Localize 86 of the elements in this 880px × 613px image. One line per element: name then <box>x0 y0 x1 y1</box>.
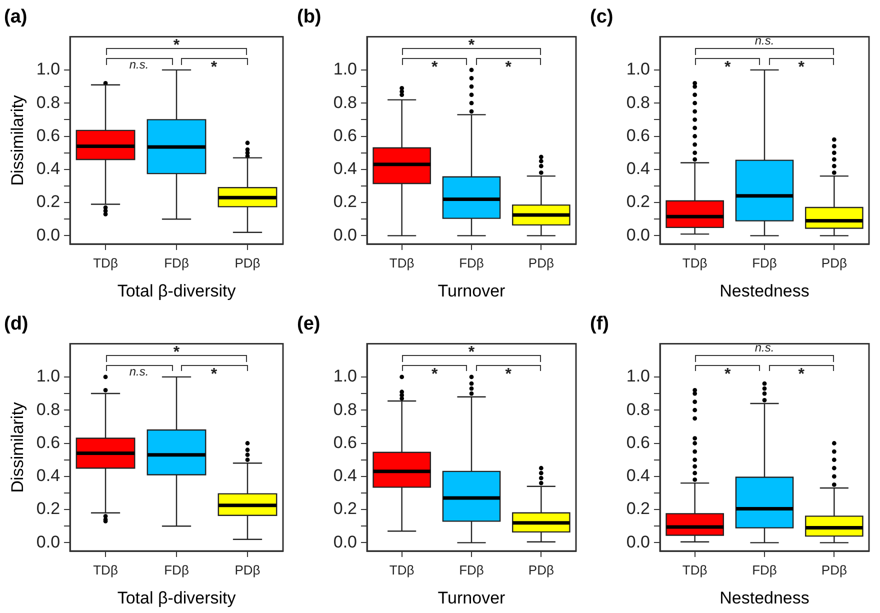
annotation: n.s. <box>129 58 149 72</box>
y-tick-label: 1.0 <box>626 60 650 79</box>
x-tick-label: FDβ <box>459 562 484 577</box>
y-tick-label: 0.8 <box>626 92 650 112</box>
chart-title: (c) <box>590 6 614 28</box>
y-tick-label: 0.2 <box>626 192 650 212</box>
y-tick-label: 0.8 <box>36 399 60 418</box>
annotation: * <box>173 343 180 360</box>
y-tick-label: 0.0 <box>626 225 650 244</box>
x-tick-label: FDβ <box>752 255 777 270</box>
y-tick-label: 1.0 <box>626 366 650 386</box>
x-axis-title: Total β-diversity <box>117 588 236 607</box>
y-axis-title: Dissimilarity <box>8 401 27 492</box>
annotation: n.s. <box>129 364 149 378</box>
annotation: * <box>724 58 732 76</box>
annotation: * <box>210 58 218 76</box>
x-axis-title: Total β-diversity <box>117 281 236 300</box>
x-axis-title: Nestedness <box>720 281 810 300</box>
chart-title: (e) <box>297 313 320 334</box>
y-tick-label: 0.2 <box>333 192 357 212</box>
x-tick-label: FDβ <box>164 255 189 270</box>
annotation: * <box>505 365 512 382</box>
y-tick-label: 1.0 <box>36 366 60 386</box>
y-tick-label: 0.6 <box>626 126 650 145</box>
annotation: n.s. <box>754 34 774 48</box>
y-tick-label: 0.6 <box>626 432 650 452</box>
x-tick-label: TDβ <box>389 255 414 270</box>
y-tick-label: 1.0 <box>333 366 357 386</box>
y-tick-label: 0.8 <box>626 399 650 418</box>
y-tick-label: 0.4 <box>333 159 357 178</box>
y-tick-label: 0.6 <box>333 126 357 145</box>
annotation: * <box>798 58 806 76</box>
x-tick-label: PDβ <box>528 255 554 270</box>
x-tick-label: TDβ <box>389 562 414 577</box>
x-tick-label: PDβ <box>821 255 847 270</box>
annotation: * <box>173 36 180 54</box>
chart-title: (b) <box>297 6 322 28</box>
annotation: n.s. <box>754 340 774 354</box>
x-tick-label: PDβ <box>234 255 260 270</box>
x-tick-label: TDβ <box>93 255 118 270</box>
x-tick-label: TDβ <box>682 562 708 577</box>
y-axis-title: Dissimilarity <box>8 94 27 186</box>
x-tick-label: TDβ <box>93 562 118 577</box>
x-tick-label: FDβ <box>459 255 484 270</box>
x-tick-label: PDβ <box>234 562 260 577</box>
x-axis-title: Turnover <box>438 588 506 607</box>
annotation: * <box>798 365 806 382</box>
annotation: * <box>468 36 476 54</box>
y-tick-label: 0.0 <box>333 532 357 551</box>
annotation: * <box>432 58 439 76</box>
x-tick-label: TDβ <box>682 255 708 270</box>
chart-title: (a) <box>4 6 28 28</box>
y-tick-label: 0.2 <box>333 498 357 518</box>
y-tick-label: 0.4 <box>626 159 650 178</box>
y-tick-label: 0.8 <box>36 92 60 112</box>
x-tick-label: PDβ <box>821 562 847 577</box>
x-tick-label: PDβ <box>528 562 554 577</box>
y-tick-label: 0.6 <box>333 432 357 452</box>
y-tick-label: 0.2 <box>36 192 60 212</box>
y-tick-label: 1.0 <box>333 60 357 79</box>
y-tick-label: 0.4 <box>36 159 60 178</box>
y-tick-label: 0.0 <box>36 225 60 244</box>
x-tick-label: FDβ <box>164 562 189 577</box>
y-tick-label: 0.2 <box>36 498 60 518</box>
y-tick-label: 0.4 <box>626 466 650 485</box>
annotation: * <box>724 365 732 382</box>
x-axis-title: Turnover <box>438 281 506 300</box>
chart-title: (f) <box>590 313 609 334</box>
y-tick-label: 0.4 <box>333 466 357 485</box>
y-tick-label: 1.0 <box>36 60 60 79</box>
annotation: * <box>468 343 476 360</box>
y-tick-label: 0.8 <box>333 92 357 112</box>
y-tick-label: 0.0 <box>333 225 357 244</box>
y-tick-label: 0.2 <box>626 498 650 518</box>
annotation: * <box>432 365 439 382</box>
annotation: * <box>505 58 512 76</box>
y-tick-label: 0.0 <box>36 532 60 551</box>
y-tick-label: 0.4 <box>36 466 60 485</box>
y-tick-label: 0.8 <box>333 399 357 418</box>
chart-title: (d) <box>4 313 28 334</box>
annotation: * <box>210 365 218 382</box>
y-tick-label: 0.6 <box>36 432 60 452</box>
y-tick-label: 0.0 <box>626 532 650 551</box>
x-tick-label: FDβ <box>752 562 777 577</box>
x-axis-title: Nestedness <box>720 588 810 607</box>
y-tick-label: 0.6 <box>36 126 60 145</box>
